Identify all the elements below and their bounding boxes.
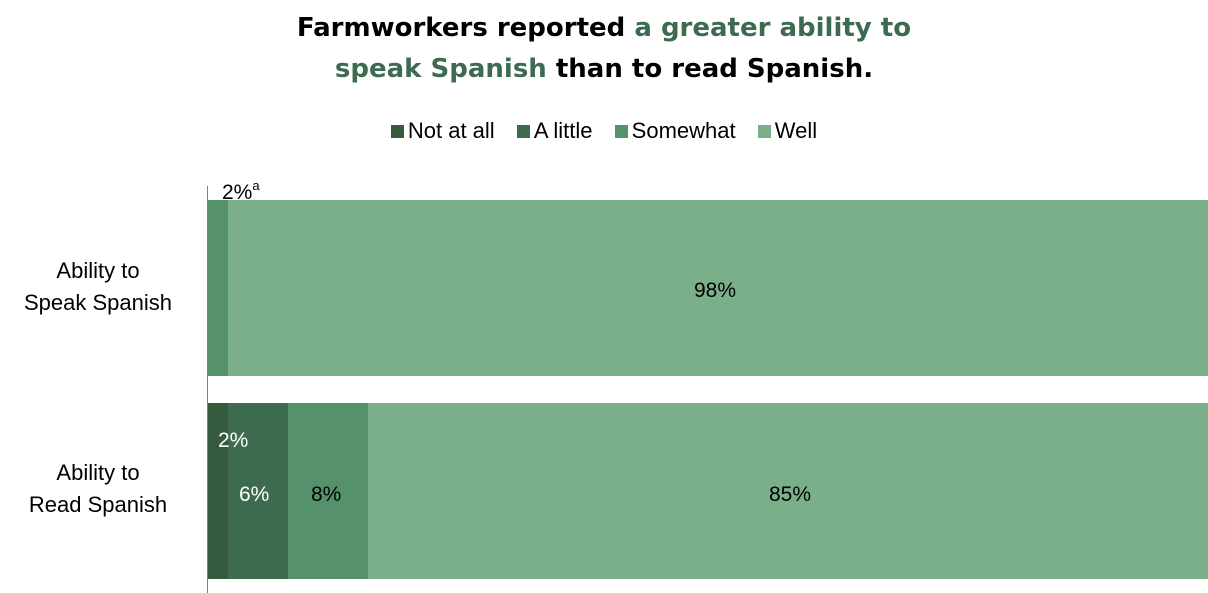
legend-swatch: [614, 125, 628, 138]
bar-segment-speak-somewhat: [208, 200, 228, 376]
legend-label: Not at all: [407, 118, 495, 143]
chart-title-highlight: a greater ability to: [634, 13, 912, 43]
legend-item-well: Well: [757, 117, 818, 145]
chart-title-text: than to read Spanish.: [546, 54, 874, 84]
legend-item-somewhat: Somewhat: [614, 117, 736, 145]
footnote-marker: a: [252, 178, 260, 193]
category-label-read: Ability to Read Spanish: [18, 457, 178, 521]
bar-segment-read-somewhat: [288, 403, 368, 579]
chart-title-text: Farmworkers reported: [296, 13, 635, 43]
legend-swatch: [516, 125, 530, 138]
data-label-value: 2%: [222, 181, 253, 204]
category-axis-line: [207, 186, 208, 593]
chart-title-line-2: speak Spanish than to read Spanish.: [0, 49, 1208, 90]
category-label-line: Speak Spanish: [24, 290, 172, 315]
chart-legend: Not at all A little Somewhat Well: [0, 117, 1208, 145]
category-label-line: Ability to: [56, 258, 140, 283]
bar-segment-read-a-little: [228, 403, 288, 579]
legend-item-not-at-all: Not at all: [390, 117, 495, 145]
bar-speak-spanish: [208, 200, 1208, 376]
chart-title-line-1: Farmworkers reported a greater ability t…: [0, 8, 1208, 49]
bar-segment-read-well: [368, 403, 1208, 579]
data-label-speak-somewhat: 2%a: [222, 174, 260, 205]
legend-label: A little: [533, 118, 593, 143]
category-label-line: Read Spanish: [28, 492, 168, 517]
category-label-line: Ability to: [56, 460, 140, 485]
data-label-read-not-at-all: 2%: [218, 429, 249, 452]
data-label-speak-well: 98%: [694, 279, 737, 302]
data-label-read-somewhat: 8%: [311, 483, 342, 506]
legend-label: Well: [774, 118, 818, 143]
data-label-read-well: 85%: [769, 483, 812, 506]
legend-item-a-little: A little: [516, 117, 593, 145]
legend-swatch: [757, 125, 771, 138]
bar-segment-read-not-at-all: [208, 403, 228, 579]
data-label-read-a-little: 6%: [239, 483, 270, 506]
legend-swatch: [390, 125, 404, 138]
category-label-speak: Ability to Speak Spanish: [18, 255, 178, 319]
bar-segment-speak-well: [228, 200, 1208, 376]
legend-label: Somewhat: [631, 118, 736, 143]
chart-title: Farmworkers reported a greater ability t…: [0, 8, 1208, 90]
chart-title-highlight: speak Spanish: [334, 54, 547, 84]
bar-read-spanish: [208, 403, 1208, 579]
